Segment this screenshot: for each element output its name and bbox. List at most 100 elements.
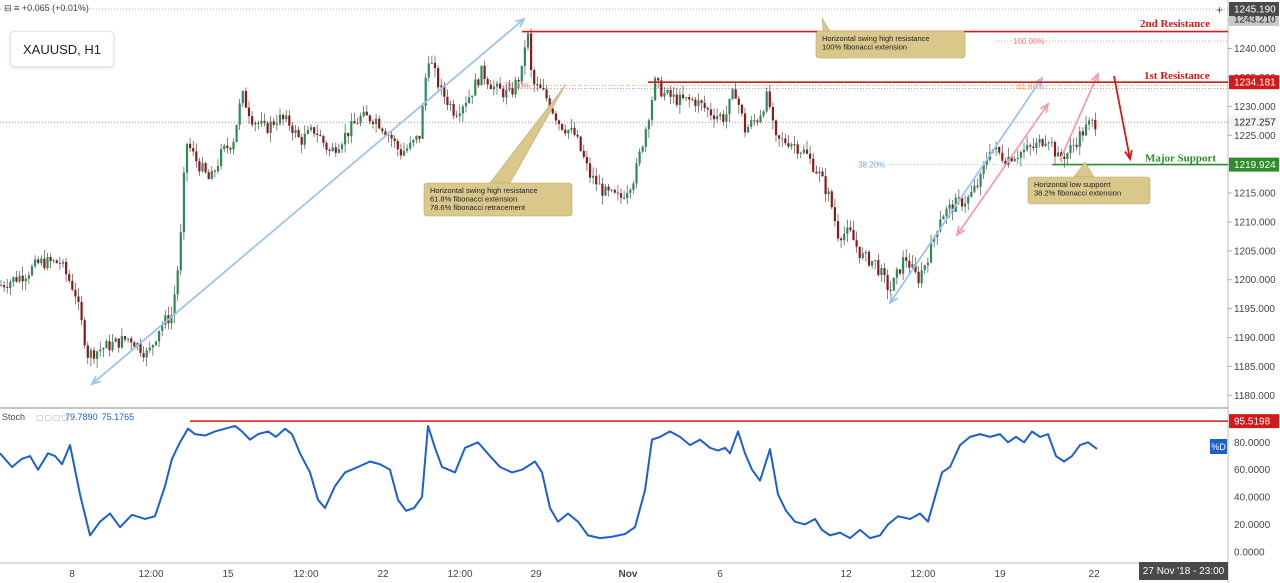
candle-body — [1069, 145, 1072, 154]
swing-arrow-pink-1[interactable] — [956, 103, 1049, 236]
swing-arrow-main-head — [90, 375, 101, 386]
projection-arrow[interactable] — [1113, 75, 1131, 160]
stoch-name: Stoch — [2, 412, 26, 422]
candle-body — [827, 191, 830, 195]
time-tick-label: 12 — [840, 569, 852, 580]
candle-body — [960, 197, 964, 207]
candle-body — [939, 219, 942, 232]
candle-body — [1081, 131, 1084, 136]
candle-body — [920, 270, 923, 284]
candle-body — [747, 126, 750, 133]
candle-body — [809, 153, 812, 159]
price-tick-label: 1180.000 — [1234, 391, 1275, 402]
candle-body — [61, 261, 65, 264]
candle-body — [1063, 156, 1066, 160]
candle-body — [1022, 149, 1026, 153]
candle-body — [836, 221, 840, 239]
candle-body — [898, 269, 902, 274]
stoch-k-value: 79.7890 — [65, 412, 98, 422]
swing-arrow-main[interactable] — [91, 18, 525, 385]
collapse-icon[interactable]: ⊟ ≡ — [4, 3, 20, 13]
candle-body — [0, 285, 3, 286]
candle-body — [864, 251, 867, 254]
candle-body — [158, 330, 161, 342]
candle-body — [784, 138, 787, 144]
candle-body — [526, 33, 530, 48]
candle-body — [1060, 152, 1063, 157]
candle-body — [551, 108, 554, 114]
candle-body — [278, 114, 282, 124]
candle-body — [458, 113, 461, 116]
crosshair-price-tag-bg — [1229, 2, 1279, 16]
candle-body — [573, 127, 576, 135]
fib-arrows[interactable] — [90, 17, 1133, 386]
candle-body — [914, 263, 917, 272]
candle-body — [681, 94, 685, 99]
candle-body — [74, 289, 77, 297]
swing-arrow-recent[interactable] — [889, 77, 1043, 304]
stoch-level-tag: 95.5198 — [1234, 417, 1271, 428]
time-axis[interactable]: 8 12:00 15 12:00 22 12:00 29 Nov 6 12 12:00 19 22 — [69, 569, 1100, 580]
price-tick-label: 1190.000 — [1234, 333, 1275, 344]
candle-body — [424, 77, 427, 106]
symbol-label[interactable]: XAUUSD, H1 — [10, 31, 114, 67]
candle-body — [145, 350, 148, 358]
time-tick-label: 15 — [222, 569, 234, 580]
candle-body — [235, 124, 238, 142]
crosshair-plus-icon[interactable]: + — [1216, 3, 1223, 17]
candle-body — [1088, 120, 1091, 125]
candle-body — [774, 120, 778, 136]
candle-body — [381, 128, 384, 132]
candle-body — [430, 62, 433, 64]
stoch-controls-icon[interactable]: ▢▢▢▢ — [36, 413, 71, 422]
candle-body — [709, 109, 712, 116]
price-tick-label: 1240.000 — [1234, 44, 1276, 55]
candle-body — [697, 100, 700, 106]
candle-body — [815, 171, 818, 174]
candle-body — [613, 189, 616, 193]
candle-body — [328, 149, 331, 152]
candle-body — [818, 171, 821, 174]
candle-body — [272, 121, 275, 125]
candle-body — [114, 338, 117, 343]
callout-box[interactable] — [815, 30, 966, 59]
candle-body — [269, 121, 272, 133]
fib-label: 100.00% — [1013, 37, 1045, 46]
candle-body — [492, 86, 495, 90]
first-resistance-label: 1st Resistance — [1144, 70, 1210, 82]
swing-arrow-recent-head — [888, 293, 899, 305]
candle-body — [638, 151, 641, 164]
candle-body — [313, 127, 316, 134]
candle-body — [852, 230, 855, 241]
swing-arrow-pink-2[interactable] — [1059, 73, 1099, 161]
candle-body — [539, 84, 542, 89]
candle-body — [871, 260, 874, 266]
candle-body — [548, 98, 551, 109]
candle-body — [58, 263, 61, 264]
candle-body — [49, 257, 52, 261]
candle-body — [176, 270, 179, 295]
candle-body — [520, 65, 523, 82]
candle-body — [523, 47, 526, 66]
candle-body — [210, 170, 213, 180]
candle-body — [247, 107, 251, 117]
candle-body — [753, 120, 756, 122]
last-price-tag: 1227.257 — [1234, 118, 1276, 129]
candle-body — [1013, 158, 1016, 162]
callout-text: 61.8% fibonacci extension — [430, 195, 517, 204]
candle-body — [288, 115, 291, 126]
candle-body — [402, 150, 406, 156]
stoch-d-value: 75.1765 — [101, 412, 135, 422]
candle-body — [282, 114, 285, 120]
candle-body — [567, 129, 570, 134]
callout-box[interactable] — [1027, 176, 1151, 205]
callout-box[interactable] — [423, 182, 573, 217]
candle-body — [427, 63, 430, 78]
time-tick-label: 22 — [377, 569, 389, 580]
candle-body — [182, 172, 185, 233]
candle-body — [536, 84, 539, 86]
swing-arrow-pink-1-head — [1039, 102, 1050, 113]
price-tick-label: 1195.000 — [1234, 304, 1275, 315]
